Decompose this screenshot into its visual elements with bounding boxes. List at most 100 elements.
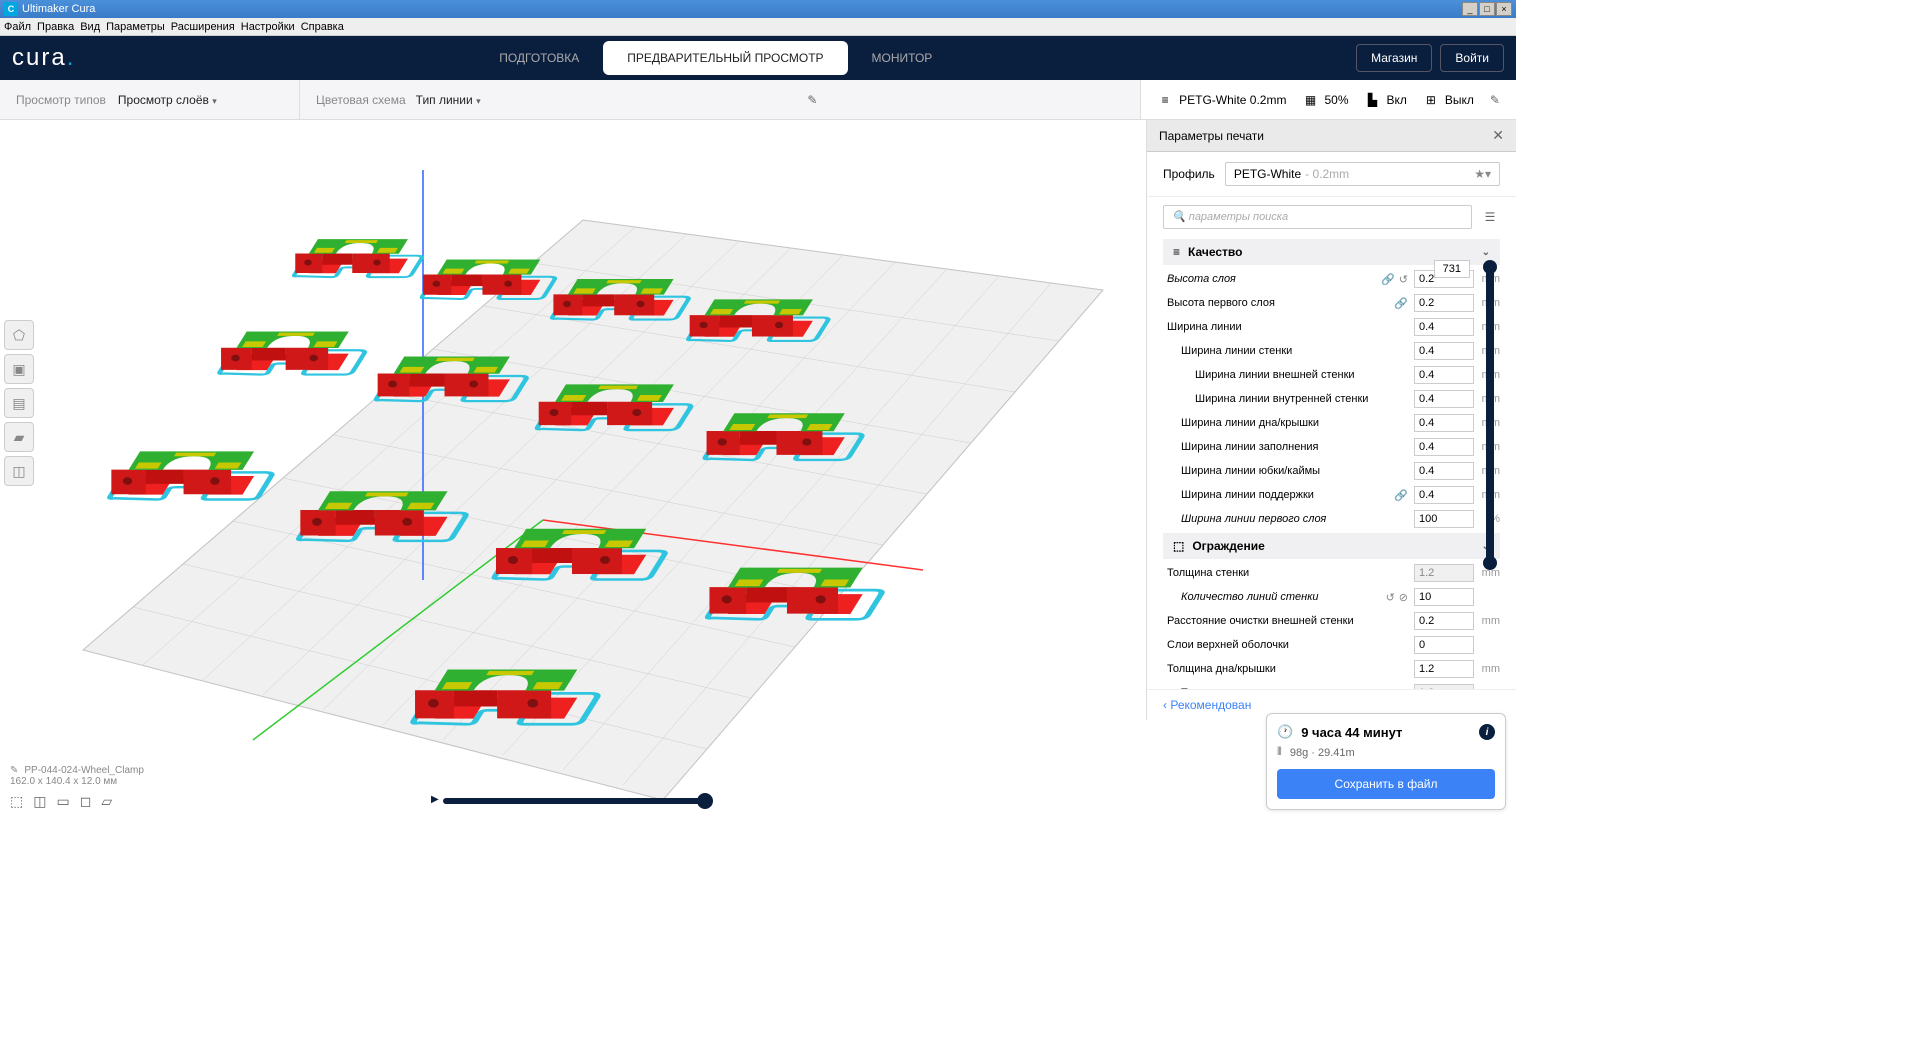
- setting-skin_layers: Слои верхней оболочки: [1163, 633, 1500, 657]
- settings-search-input[interactable]: 🔍 параметры поиска: [1163, 205, 1472, 229]
- view-side-icon[interactable]: ◻: [80, 793, 92, 810]
- panel-title: Параметры печати: [1159, 129, 1264, 143]
- setting-input[interactable]: [1414, 588, 1474, 606]
- setting-input[interactable]: [1414, 342, 1474, 360]
- setting-input[interactable]: [1414, 462, 1474, 480]
- material-indicator[interactable]: ≡PETG-White 0.2mm: [1157, 92, 1286, 108]
- slider-bottom-handle[interactable]: [1483, 556, 1497, 570]
- colorscheme-dropdown[interactable]: Тип линии ▾: [416, 93, 481, 107]
- setting-label: Высота первого слоя: [1163, 297, 1394, 309]
- support-icon: ▙: [1365, 92, 1381, 108]
- category-walls[interactable]: ⬚ Ограждение⌄: [1163, 533, 1500, 559]
- link-icon[interactable]: 🔗: [1394, 489, 1408, 502]
- setting-input[interactable]: [1414, 318, 1474, 336]
- setting-label: Ширина линии дна/крышки: [1163, 417, 1408, 429]
- viewtype-dropdown[interactable]: Просмотр слоёв ▾: [118, 93, 217, 107]
- setting-wall_count: Количество линий стенки ↺⊘: [1163, 585, 1500, 609]
- setting-input[interactable]: [1414, 366, 1474, 384]
- tool-layers-icon[interactable]: ▤: [4, 388, 34, 418]
- tool-preview-icon[interactable]: ◫: [4, 456, 34, 486]
- setting-input[interactable]: [1414, 636, 1474, 654]
- setting-infill_line: Ширина линии заполнения mm: [1163, 435, 1500, 459]
- setting-input[interactable]: [1414, 414, 1474, 432]
- setting-input[interactable]: [1414, 564, 1474, 582]
- close-panel-icon[interactable]: ✕: [1492, 127, 1504, 144]
- app-icon: C: [4, 2, 18, 16]
- setting-label: Толщина стенки: [1163, 567, 1408, 579]
- menu-settings[interactable]: Настройки: [241, 21, 295, 33]
- setting-first_layer: Высота первого слоя 🔗 mm: [1163, 291, 1500, 315]
- tab-monitor[interactable]: МОНИТОР: [848, 41, 957, 75]
- timeline-handle[interactable]: [697, 793, 713, 809]
- setting-wall_line: Ширина линии стенки mm: [1163, 339, 1500, 363]
- view-front-icon[interactable]: ▭: [56, 793, 69, 810]
- menu-extensions[interactable]: Расширения: [171, 21, 235, 33]
- tool-model-icon[interactable]: ⬠: [4, 320, 34, 350]
- setting-label: Ширина линии внутренней стенки: [1163, 393, 1408, 405]
- setting-label: Ширина линии заполнения: [1163, 441, 1408, 453]
- header: cura. ПОДГОТОВКА ПРЕДВАРИТЕЛЬНЫЙ ПРОСМОТ…: [0, 36, 1516, 80]
- marketplace-button[interactable]: Магазин: [1356, 44, 1432, 72]
- reset-icon[interactable]: ↺: [1399, 273, 1408, 286]
- viewtype-label: Просмотр типов: [16, 93, 106, 107]
- setting-unit: mm: [1476, 663, 1500, 675]
- menu-view[interactable]: Вид: [80, 21, 100, 33]
- layer-number: 731: [1434, 260, 1470, 278]
- pencil-icon: ✎: [10, 765, 18, 776]
- setting-outer_wall: Ширина линии внешней стенки mm: [1163, 363, 1500, 387]
- menu-help[interactable]: Справка: [301, 21, 344, 33]
- maximize-button[interactable]: □: [1479, 2, 1495, 16]
- fx-icon[interactable]: ⊘: [1399, 591, 1408, 604]
- setting-input[interactable]: [1414, 486, 1474, 504]
- reset-icon[interactable]: ↺: [1386, 591, 1395, 604]
- window-title: Ultimaker Cura: [22, 3, 95, 15]
- view-iso-icon[interactable]: ◫: [33, 793, 46, 810]
- slider-top-handle[interactable]: [1483, 260, 1497, 274]
- dimensions: 162.0 x 140.4 x 12.0 мм: [10, 776, 144, 787]
- edit-icon[interactable]: ✎: [807, 93, 817, 107]
- star-icon: ★▾: [1474, 167, 1491, 181]
- setting-wipe_dist: Расстояние очистки внешней стенки mm: [1163, 609, 1500, 633]
- play-icon[interactable]: ▶: [431, 794, 439, 805]
- link-icon[interactable]: 🔗: [1381, 273, 1395, 286]
- tab-prepare[interactable]: ПОДГОТОВКА: [475, 41, 603, 75]
- setting-input[interactable]: [1414, 510, 1474, 528]
- setting-input[interactable]: [1414, 390, 1474, 408]
- tab-preview[interactable]: ПРЕДВАРИТЕЛЬНЫЙ ПРОСМОТР: [603, 41, 847, 75]
- tool-support-icon[interactable]: ▰: [4, 422, 34, 452]
- setting-label: Слои верхней оболочки: [1163, 639, 1408, 651]
- timeline-slider[interactable]: ▶: [443, 798, 703, 804]
- adhesion-indicator[interactable]: ⊞Выкл: [1423, 92, 1474, 108]
- recommended-button[interactable]: ‹ Рекомендован: [1163, 698, 1251, 712]
- link-icon[interactable]: 🔗: [1394, 297, 1408, 310]
- setting-input[interactable]: [1414, 660, 1474, 678]
- setting-unit: mm: [1476, 615, 1500, 627]
- support-indicator[interactable]: ▙Вкл: [1365, 92, 1407, 108]
- toolbar: Просмотр типов Просмотр слоёв ▾ Цветовая…: [0, 80, 1516, 120]
- menu-params[interactable]: Параметры: [106, 21, 165, 33]
- settings-edit-icon[interactable]: ✎: [1490, 93, 1500, 107]
- menu-edit[interactable]: Правка: [37, 21, 74, 33]
- view-top-icon[interactable]: ▱: [101, 793, 112, 810]
- setting-input[interactable]: [1414, 294, 1474, 312]
- profile-dropdown[interactable]: PETG-White - 0.2mm ★▾: [1225, 162, 1500, 186]
- setting-input[interactable]: [1414, 438, 1474, 456]
- tool-xray-icon[interactable]: ▣: [4, 354, 34, 384]
- login-button[interactable]: Войти: [1440, 44, 1504, 72]
- filament-icon: ⦀: [1277, 746, 1282, 759]
- minimize-button[interactable]: _: [1462, 2, 1478, 16]
- save-button[interactable]: Сохранить в файл: [1277, 769, 1495, 799]
- walls-icon: ⬚: [1173, 539, 1184, 553]
- settings-list[interactable]: ≡ Качество⌄ Высота слоя 🔗↺ mm Высота пер…: [1147, 237, 1516, 689]
- info-icon[interactable]: i: [1479, 724, 1495, 740]
- setting-skirt_line: Ширина линии юбки/каймы mm: [1163, 459, 1500, 483]
- menu-file[interactable]: Файл: [4, 21, 31, 33]
- infill-indicator[interactable]: ▦50%: [1302, 92, 1348, 108]
- close-button[interactable]: ×: [1496, 2, 1512, 16]
- file-info: ✎PP-044-024-Wheel_Clamp 162.0 x 140.4 x …: [10, 765, 144, 810]
- setting-input[interactable]: [1414, 612, 1474, 630]
- view-cube-icon[interactable]: ⬚: [10, 793, 23, 810]
- layer-slider[interactable]: 731: [1480, 220, 1500, 570]
- viewport-3d[interactable]: ⬠ ▣ ▤ ▰ ◫ ✎PP-044-024-Wheel_Clamp 162.0 …: [0, 120, 1146, 820]
- layers-icon: ≡: [1157, 92, 1173, 108]
